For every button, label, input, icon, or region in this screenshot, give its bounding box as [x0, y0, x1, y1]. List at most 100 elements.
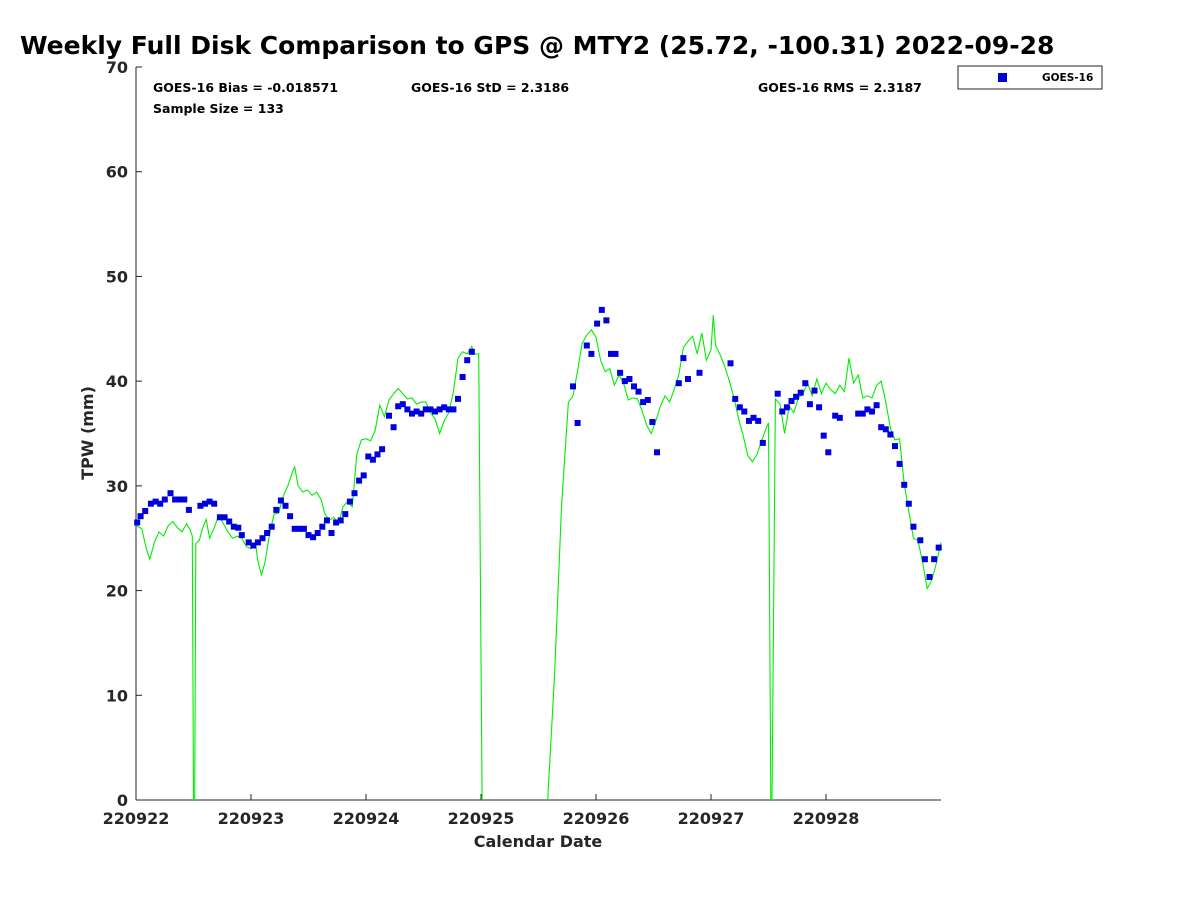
goes16-data-point — [296, 525, 303, 532]
legend: GOES-16 — [957, 65, 1103, 90]
x-tick-label: 220922 — [103, 809, 170, 828]
bias-stat: GOES-16 Bias = -0.018571 — [153, 80, 338, 95]
sample-size-stat: Sample Size = 133 — [153, 101, 284, 116]
goes16-data-point — [277, 497, 284, 504]
goes16-data-point — [319, 523, 326, 530]
goes16-data-point — [741, 408, 748, 415]
y-tick-label: 60 — [106, 163, 128, 182]
goes16-data-point — [626, 376, 633, 382]
goes16-data-point — [134, 519, 141, 526]
goes16-data-point — [455, 395, 461, 402]
rms-stat: GOES-16 RMS = 2.3187 — [758, 80, 922, 95]
y-tick-label: 70 — [106, 58, 128, 77]
goes16-data-point — [910, 523, 917, 530]
goes16-data-point — [409, 410, 415, 417]
goes16-data-point — [282, 502, 289, 509]
goes16-data-point — [603, 317, 610, 324]
goes16-data-point — [931, 556, 938, 563]
goes16-data-point — [736, 404, 743, 411]
y-tick-label: 10 — [106, 686, 128, 705]
gps-series-line — [771, 358, 942, 801]
goes16-data-point — [608, 350, 614, 357]
x-axis-label: Calendar Date — [474, 832, 603, 851]
goes16-data-point — [235, 524, 242, 531]
goes16-data-point — [594, 320, 601, 327]
goes16-data-point — [788, 398, 795, 404]
goes16-data-point — [644, 397, 651, 403]
goes16-data-point — [612, 350, 619, 357]
goes16-data-point — [254, 539, 261, 546]
chart-title: Weekly Full Disk Comparison to GPS @ MTY… — [20, 31, 1054, 60]
goes16-data-point — [574, 420, 581, 426]
goes16-data-point — [588, 350, 595, 357]
goes16-data-point — [287, 513, 294, 520]
goes16-data-point — [680, 355, 687, 362]
goes16-data-point — [356, 477, 363, 484]
goes16-data-point — [323, 517, 330, 524]
goes16-data-point — [346, 498, 353, 505]
goes16-data-point — [264, 530, 271, 536]
goes16-data-point — [305, 532, 312, 539]
goes16-data-point — [250, 542, 257, 549]
goes16-data-point — [427, 406, 434, 413]
goes16-data-point — [825, 449, 832, 456]
x-tick-label: 220925 — [448, 809, 515, 828]
y-tick-label: 50 — [106, 267, 128, 286]
goes16-data-point — [598, 306, 605, 313]
goes16-data-point — [635, 388, 642, 395]
goes16-data-point — [746, 417, 752, 424]
goes16-data-point — [806, 401, 813, 408]
goes16-data-point — [226, 518, 233, 525]
goes16-data-point — [905, 500, 912, 507]
goes16-data-point — [216, 514, 223, 521]
x-tick-label: 220928 — [793, 809, 860, 828]
goes16-data-point — [878, 424, 885, 431]
goes16-data-point — [917, 537, 924, 544]
goes16-data-point — [926, 574, 933, 580]
goes16-data-point — [696, 369, 703, 376]
goes16-data-point — [887, 431, 894, 438]
goes16-data-point — [859, 410, 866, 417]
goes16-data-point — [413, 408, 420, 415]
x-tick-label: 220924 — [333, 809, 400, 828]
gps-series-line — [547, 315, 772, 801]
goes16-data-point — [142, 508, 149, 514]
goes16-data-point — [197, 502, 204, 509]
goes16-data-point — [783, 404, 790, 411]
goes16-data-point — [727, 360, 734, 367]
goes16-data-point — [404, 406, 411, 413]
goes16-data-point — [399, 401, 406, 408]
goes16-data-point — [167, 490, 174, 497]
goes16-data-point — [811, 387, 818, 394]
goes16-data-point — [832, 412, 839, 419]
goes16-data-point — [621, 378, 628, 385]
axes — [135, 67, 941, 801]
goes16-data-point — [820, 432, 827, 439]
y-tick-label: 0 — [117, 791, 128, 810]
y-tick-label: 40 — [106, 372, 128, 391]
goes16-data-point — [855, 410, 862, 417]
goes16-data-point — [802, 380, 809, 387]
goes16-data-point — [268, 523, 275, 530]
goes16-data-point — [797, 389, 804, 396]
y-tick-label: 30 — [106, 477, 128, 496]
goes16-data-point — [259, 535, 266, 542]
goes16-data-point — [273, 506, 280, 513]
gps-series-line — [194, 345, 483, 801]
y-tick-label: 20 — [106, 582, 128, 601]
goes16-data-point — [774, 390, 781, 397]
plot-area — [134, 306, 942, 801]
y-ticks: 0 10 20 30 40 50 60 70 — [106, 58, 142, 810]
goes16-data-point — [360, 472, 367, 479]
goes16-data-point — [654, 449, 660, 456]
goes16-data-point — [314, 530, 321, 536]
goes16-data-point — [675, 380, 682, 387]
goes16-data-point — [750, 414, 757, 421]
goes16-data-point — [310, 534, 317, 541]
goes16-data-point — [211, 500, 218, 507]
goes16-data-point — [432, 408, 438, 415]
goes16-data-point — [351, 490, 358, 497]
goes16-data-point — [147, 500, 154, 507]
goes16-data-point — [206, 498, 213, 505]
goes16-data-point — [464, 357, 471, 364]
